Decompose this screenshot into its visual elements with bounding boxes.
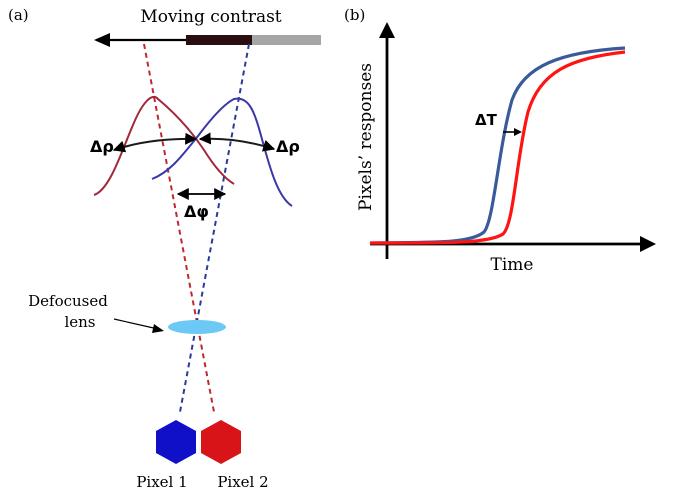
- delta-t-label: ΔT: [475, 111, 498, 129]
- y-axis-label: Pixels’ responses: [356, 63, 376, 211]
- panel-b: (b) Pixels’ responses Time ΔT: [344, 6, 656, 275]
- delta-rho-left-arrow: [112, 132, 198, 153]
- delta-rho-right-label: Δρ: [276, 137, 300, 156]
- bar-gray-segment: [252, 35, 321, 45]
- y-axis-arrowhead: [379, 22, 395, 38]
- pixel1-response-curve: [369, 46, 626, 245]
- panel-b-label: (b): [344, 6, 365, 24]
- pixel2-label: Pixel 2: [217, 473, 268, 491]
- delta-rho-right-arrow: [198, 132, 276, 152]
- x-axis-arrowhead: [640, 236, 656, 252]
- x-axis-label: Time: [491, 255, 534, 275]
- pixel2-sensitivity-curve: [93, 96, 235, 196]
- pixel2-response-curve: [369, 50, 626, 245]
- defocused-lens: [168, 320, 226, 334]
- moving-contrast-bar: [94, 33, 321, 47]
- red-ray: [143, 43, 215, 413]
- pixel1-hexagon: [156, 420, 196, 464]
- lens-label-line1: Defocused: [28, 292, 108, 310]
- delta-rho-left-label: Δρ: [90, 137, 114, 156]
- lens-label-line2: lens: [64, 313, 95, 331]
- lens-pointer-line: [113, 318, 159, 330]
- moving-contrast-title: Moving contrast: [140, 7, 281, 27]
- delta-phi-label: Δφ: [184, 202, 209, 221]
- bar-dark-segment: [186, 35, 252, 45]
- lens-pointer-head: [152, 324, 164, 333]
- panel-a: (a) Moving contrast Δρ Δρ Δφ Defocused l…: [8, 6, 321, 491]
- pixel1-label: Pixel 1: [136, 473, 187, 491]
- panel-a-label: (a): [8, 6, 29, 24]
- motion-arrow-head: [94, 33, 110, 47]
- pixel1-sensitivity-curve: [151, 97, 293, 207]
- delta-t-arrow-head: [514, 128, 522, 136]
- pixel2-hexagon: [201, 420, 241, 464]
